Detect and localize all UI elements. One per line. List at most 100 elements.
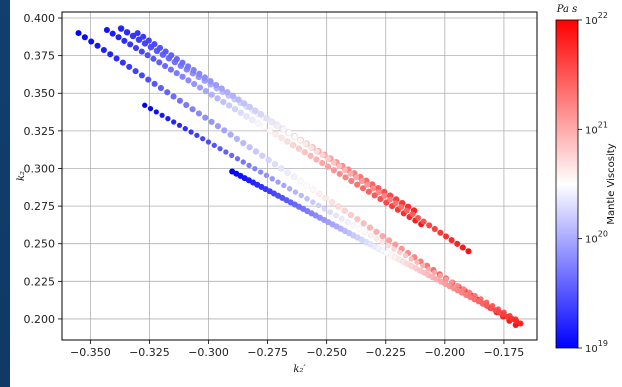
data-point [353,174,360,181]
data-point [339,216,345,222]
data-point [426,266,432,272]
x-tick-label: −0.275 [247,346,288,359]
data-point [252,107,259,114]
data-point [167,66,175,73]
data-point [159,112,165,119]
data-point [214,95,221,102]
data-point [176,122,183,129]
data-series [134,29,472,255]
data-point [335,203,342,210]
data-point [365,188,372,195]
data-point [448,236,455,244]
data-point [391,246,397,252]
data-point [173,70,180,77]
data-point [170,119,177,125]
colorbar: 1022 1021 1020 1019 Pa s Mantle Viscosity [555,4,617,355]
data-point [330,167,338,174]
data-point [368,232,374,239]
data-point [235,96,242,103]
data-point [144,52,151,59]
data-point [240,159,247,165]
data-point [309,186,317,193]
data-point [278,165,285,172]
data-point [316,190,323,197]
data-point [168,52,175,59]
data-point [138,48,145,55]
data-point [237,109,244,116]
data-point [141,102,148,109]
x-tick-label: −0.175 [484,346,525,359]
data-point [263,172,270,179]
data-point [208,91,215,98]
data-point [132,67,139,75]
data-point [302,140,309,148]
data-point [347,170,354,177]
data-point [465,248,472,255]
data-point [375,188,382,196]
data-point [356,226,362,232]
data-point [307,152,314,160]
data-point [328,199,336,206]
y-tick-label: 0.300 [24,162,56,175]
grid-lines [62,12,537,340]
y-tick-label: 0.400 [24,12,56,25]
data-point [205,139,212,145]
figure: −0.350 −0.325 −0.300 −0.275 −0.250 −0.225 −0.2… [10,0,622,387]
data-point [224,89,231,96]
data-point [207,77,214,85]
data-point [310,199,316,205]
data-point [297,137,304,144]
data-point [392,200,399,207]
data-point [291,133,298,140]
data-point [249,116,256,124]
data-point [308,144,315,151]
data-point [109,30,116,37]
data-point [252,165,258,172]
data-point [94,42,101,49]
data-point [437,229,444,236]
data-point [191,80,198,88]
data-point [437,272,444,279]
data-point [189,106,196,113]
data-point [196,70,203,77]
data-point [403,207,410,214]
data-series [141,102,519,322]
data-point [280,126,287,133]
data-point [241,100,248,107]
data-point [322,194,329,202]
data-point [290,173,298,181]
x-tick-label: −0.300 [188,346,229,359]
data-point [341,207,348,214]
data-point [201,74,209,81]
data-point [202,114,209,121]
data-point [145,37,152,44]
data-point [295,145,303,152]
data-point [113,55,120,62]
colorbar-tick-label: 1020 [585,230,608,246]
data-point [162,48,169,55]
data-point [344,219,351,225]
data-point [324,163,332,170]
x-tick-label: −0.350 [70,346,111,359]
data-point [275,179,281,185]
data-point [115,34,122,41]
x-axis-label: k₂′ [293,364,306,375]
data-point [103,26,111,34]
colorbar-tick-label: 1022 [585,11,608,27]
data-point [443,276,449,282]
y-tick-label: 0.275 [24,200,56,213]
y-tick-label: 0.350 [24,87,56,100]
data-point [354,216,361,223]
data-point [81,34,89,41]
data-point [342,174,349,181]
data-point [265,156,272,164]
data-point [379,232,386,240]
data-point [234,155,241,162]
x-tick-label: −0.225 [365,346,406,359]
data-point [195,110,203,117]
data-point [336,163,343,170]
x-tick-label: −0.325 [129,346,170,359]
data-point [246,144,253,151]
data-point [454,240,461,247]
data-point [325,155,332,162]
